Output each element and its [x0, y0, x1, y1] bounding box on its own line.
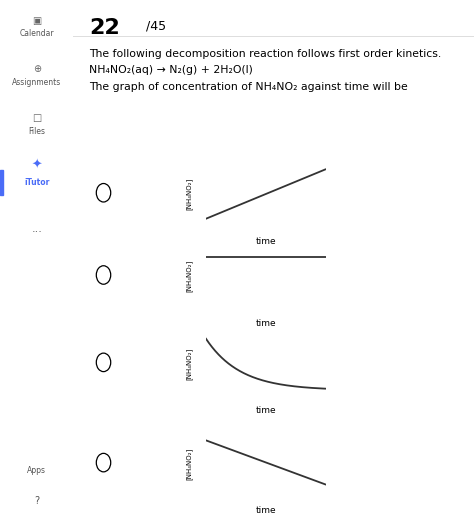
Text: The following decomposition reaction follows first order kinetics.: The following decomposition reaction fol… [90, 49, 442, 59]
Text: time: time [255, 506, 276, 514]
Text: [NH₄NO₂]: [NH₄NO₂] [185, 347, 192, 380]
Circle shape [96, 353, 111, 372]
Text: /45: /45 [146, 19, 166, 32]
Text: ✦: ✦ [31, 159, 42, 172]
Text: [NH₄NO₂]: [NH₄NO₂] [185, 178, 192, 210]
Text: ▣: ▣ [32, 15, 41, 26]
Text: Calendar: Calendar [19, 29, 54, 38]
Text: Assignments: Assignments [12, 78, 61, 87]
Text: iTutor: iTutor [24, 178, 49, 187]
Circle shape [96, 266, 111, 284]
Circle shape [96, 453, 111, 472]
Text: time: time [255, 319, 276, 328]
Text: ?: ? [34, 496, 39, 506]
Text: Files: Files [28, 126, 45, 136]
Text: NH₄NO₂(aq) → N₂(g) + 2H₂O(l): NH₄NO₂(aq) → N₂(g) + 2H₂O(l) [90, 65, 254, 75]
Circle shape [96, 183, 111, 202]
Text: The graph of concentration of NH₄NO₂ against time will be: The graph of concentration of NH₄NO₂ aga… [90, 82, 408, 91]
Text: [NH₄NO₂]: [NH₄NO₂] [185, 448, 192, 480]
Text: time: time [255, 406, 276, 415]
Text: □: □ [32, 113, 41, 123]
Text: 22: 22 [90, 18, 120, 38]
Text: [NH₄NO₂]: [NH₄NO₂] [185, 260, 192, 292]
Text: ...: ... [31, 224, 42, 234]
Bar [0, 170, 3, 195]
Text: Apps: Apps [27, 466, 46, 475]
Text: ⊕: ⊕ [33, 64, 41, 75]
Text: time: time [255, 236, 276, 246]
